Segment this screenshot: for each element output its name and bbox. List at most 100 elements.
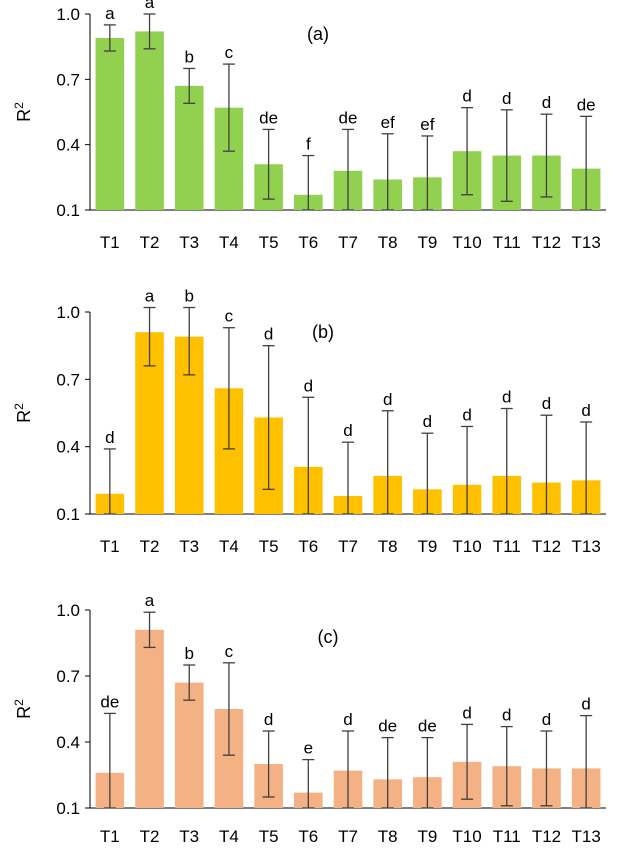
y-axis-title: R2 bbox=[12, 699, 34, 719]
significance-label-T11: d bbox=[502, 706, 511, 725]
significance-label-T2: a bbox=[145, 0, 155, 12]
x-tick-label-T12: T12 bbox=[532, 827, 561, 846]
significance-label-T12: d bbox=[542, 93, 551, 112]
x-tick-label-T7: T7 bbox=[338, 233, 358, 252]
y-tick-label: 0.1 bbox=[56, 201, 80, 220]
x-tick-label-T11: T11 bbox=[493, 233, 521, 252]
y-axis-title-base: R bbox=[14, 706, 34, 719]
y-tick-label: 0.7 bbox=[56, 370, 80, 389]
significance-label-T1: a bbox=[105, 4, 115, 23]
x-tick-label-T5: T5 bbox=[259, 827, 279, 846]
significance-label-T11: d bbox=[502, 388, 511, 407]
significance-label-T10: d bbox=[462, 703, 471, 722]
y-tick-label: 1.0 bbox=[56, 5, 80, 24]
significance-label-T5: de bbox=[259, 108, 278, 127]
y-tick-label: 0.4 bbox=[56, 438, 80, 457]
significance-label-T2: a bbox=[145, 287, 155, 306]
x-tick-label-T2: T2 bbox=[140, 827, 160, 846]
bar-T2 bbox=[135, 31, 164, 210]
x-tick-label-T10: T10 bbox=[452, 233, 481, 252]
x-tick-label-T6: T6 bbox=[298, 827, 318, 846]
x-tick-label-T9: T9 bbox=[417, 537, 437, 556]
x-tick-label-T1: T1 bbox=[100, 827, 120, 846]
x-tick-label-T3: T3 bbox=[179, 233, 199, 252]
x-tick-label-T11: T11 bbox=[493, 827, 521, 846]
significance-label-T3: b bbox=[184, 47, 193, 66]
x-tick-label-T9: T9 bbox=[417, 827, 437, 846]
significance-label-T13: de bbox=[577, 95, 596, 114]
significance-label-T13: d bbox=[581, 695, 590, 714]
significance-label-T12: d bbox=[542, 710, 551, 729]
x-tick-label-T13: T13 bbox=[572, 827, 601, 846]
x-tick-label-T2: T2 bbox=[140, 537, 160, 556]
significance-label-T9: de bbox=[418, 717, 437, 736]
x-tick-label-T11: T11 bbox=[493, 537, 521, 556]
x-tick-label-T7: T7 bbox=[338, 537, 358, 556]
significance-label-T1: d bbox=[105, 428, 114, 447]
y-tick-label: 0.7 bbox=[56, 70, 80, 89]
significance-label-T10: d bbox=[462, 405, 471, 424]
significance-label-T12: d bbox=[542, 394, 551, 413]
panel-label: (c) bbox=[318, 627, 339, 647]
y-tick-label: 0.4 bbox=[56, 136, 80, 155]
significance-label-T10: d bbox=[462, 87, 471, 106]
significance-label-T4: c bbox=[225, 43, 234, 62]
significance-label-T3: b bbox=[184, 287, 193, 306]
x-tick-label-T8: T8 bbox=[378, 233, 398, 252]
y-axis-title-superscript: 2 bbox=[12, 699, 26, 706]
x-tick-label-T2: T2 bbox=[140, 233, 160, 252]
y-tick-label: 0.1 bbox=[56, 505, 80, 524]
x-tick-label-T6: T6 bbox=[298, 233, 318, 252]
significance-label-T2: a bbox=[145, 591, 155, 610]
x-tick-label-T7: T7 bbox=[338, 827, 358, 846]
y-tick-label: 0.1 bbox=[56, 799, 80, 818]
x-tick-label-T10: T10 bbox=[452, 537, 481, 556]
significance-label-T7: de bbox=[339, 108, 358, 127]
significance-label-T5: d bbox=[264, 325, 273, 344]
y-axis-title-base: R bbox=[14, 109, 34, 122]
y-axis-title-base: R bbox=[14, 410, 34, 423]
bar-T1 bbox=[95, 37, 125, 211]
bar-T3 bbox=[174, 85, 204, 210]
x-tick-label-T13: T13 bbox=[572, 537, 601, 556]
x-tick-label-T4: T4 bbox=[219, 537, 239, 556]
x-tick-label-T10: T10 bbox=[452, 827, 481, 846]
significance-label-T8: ef bbox=[381, 113, 395, 132]
x-tick-label-T3: T3 bbox=[179, 827, 199, 846]
significance-label-T7: d bbox=[343, 421, 352, 440]
x-tick-label-T8: T8 bbox=[378, 827, 398, 846]
significance-label-T6: f bbox=[306, 135, 311, 154]
significance-label-T8: d bbox=[383, 390, 392, 409]
x-tick-label-T4: T4 bbox=[219, 233, 239, 252]
y-axis-title: R2 bbox=[12, 102, 34, 122]
x-tick-label-T12: T12 bbox=[532, 233, 561, 252]
chart-panel-3: 0.1 0.4 0.7 1.0 R2 de T1 a T2 b T3 c T4 d T5 e T6 d T7 de T8… bbox=[12, 591, 606, 846]
y-tick-label: 1.0 bbox=[56, 303, 80, 322]
panel-label: (b) bbox=[312, 322, 334, 342]
x-tick-label-T1: T1 bbox=[100, 537, 120, 556]
significance-label-T4: c bbox=[225, 642, 234, 661]
x-tick-label-T6: T6 bbox=[298, 537, 318, 556]
significance-label-T6: d bbox=[304, 376, 313, 395]
y-axis-title: R2 bbox=[12, 403, 34, 423]
x-tick-label-T13: T13 bbox=[572, 233, 601, 252]
significance-label-T11: d bbox=[502, 89, 511, 108]
significance-label-T13: d bbox=[581, 401, 590, 420]
x-tick-label-T4: T4 bbox=[219, 827, 239, 846]
bar-T3 bbox=[174, 682, 204, 808]
x-tick-label-T12: T12 bbox=[532, 537, 561, 556]
y-tick-label: 0.7 bbox=[56, 667, 80, 686]
x-tick-label-T8: T8 bbox=[378, 537, 398, 556]
y-tick-label: 1.0 bbox=[56, 601, 80, 620]
y-axis-title-superscript: 2 bbox=[12, 102, 26, 109]
x-tick-label-T9: T9 bbox=[417, 233, 437, 252]
significance-label-T1: de bbox=[100, 692, 119, 711]
panel-label: (a) bbox=[307, 24, 329, 44]
x-tick-label-T3: T3 bbox=[179, 537, 199, 556]
significance-label-T9: ef bbox=[420, 115, 434, 134]
y-tick-label: 0.4 bbox=[56, 733, 80, 752]
x-tick-label-T5: T5 bbox=[259, 537, 279, 556]
significance-label-T3: b bbox=[184, 644, 193, 663]
x-tick-label-T5: T5 bbox=[259, 233, 279, 252]
